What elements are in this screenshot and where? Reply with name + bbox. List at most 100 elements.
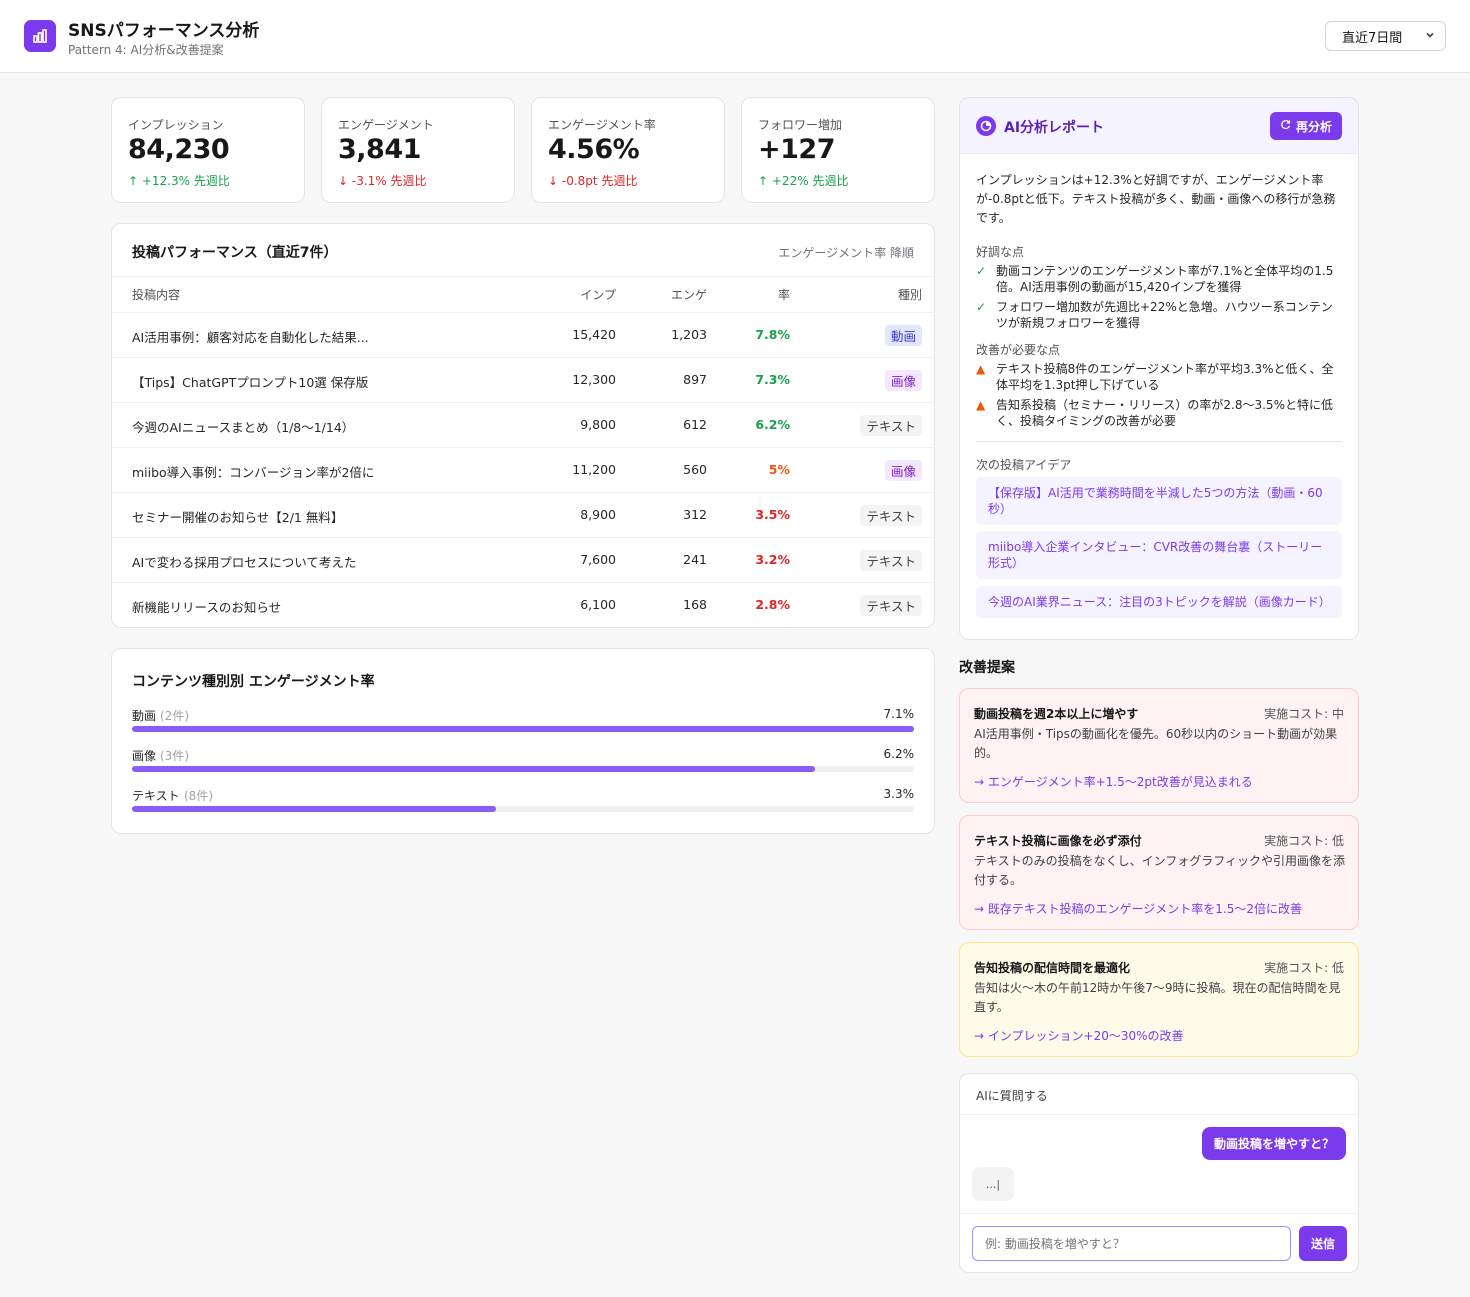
kpi-delta-value: -0.8pt: [561, 174, 598, 188]
post-content: 今週のAIニュースまとめ（1/8〜1/14）: [132, 420, 355, 435]
posts-table-title: 投稿パフォーマンス（直近7件）: [132, 245, 338, 261]
posts-table-card: 投稿パフォーマンス（直近7件） エンゲージメント率 降順 投稿内容 インプ エン…: [111, 223, 935, 628]
type-count: (8件): [184, 789, 213, 803]
ideas-title: 次の投稿アイデア: [976, 458, 1072, 472]
post-impressions: 7,600: [580, 552, 616, 567]
kpi-delta-suffix: 先週比: [390, 174, 427, 188]
arrow-down-icon: ↓: [338, 174, 352, 188]
ai-report-icon: [976, 116, 996, 136]
kpi-value: +127: [758, 134, 835, 165]
bad-point: テキスト投稿8件のエンゲージメント率が平均3.3%と低く、全体平均を1.3pt押…: [996, 362, 1334, 392]
table-row[interactable]: AI活用事例：顧客対応を自動化した結果... 15,420 1,203 7.8% 動画: [112, 312, 934, 357]
refresh-icon: [1280, 119, 1291, 134]
kpi-label: エンゲージメント率: [548, 118, 656, 132]
arrow-down-icon: ↓: [548, 174, 562, 188]
kpi-label: エンゲージメント: [338, 118, 434, 132]
kpi-delta-value: -3.1%: [351, 174, 387, 188]
type-count: (2件): [160, 709, 189, 723]
col-imp: インプ: [580, 288, 616, 302]
suggestion-effect: → エンゲージメント率+1.5〜2pt改善が見込まれる: [974, 775, 1253, 789]
typing-indicator: ...|: [972, 1167, 1014, 1201]
kpi-card: エンゲージメント率 4.56% ↓ -0.8pt 先週比: [531, 97, 725, 203]
rate-bar-track: [132, 806, 914, 812]
post-idea[interactable]: miibo導入企業インタビュー：CVR改善の舞台裏（ストーリー形式）: [976, 531, 1342, 579]
post-idea[interactable]: 今週のAI業界ニュース：注目の3トピックを解説（画像カード）: [976, 586, 1342, 618]
type-name: 動画: [132, 709, 157, 723]
kpi-label: インプレッション: [128, 118, 224, 132]
good-point: 動画コンテンツのエンゲージメント率が7.1%と全体平均の1.5倍。AI活用事例の…: [996, 264, 1334, 294]
chat-input[interactable]: [972, 1226, 1291, 1261]
ai-summary: インプレッションは+12.3%と好調ですが、エンゲージメント率が-0.8ptと低…: [976, 173, 1336, 225]
chevron-down-icon: [1425, 29, 1435, 44]
kpi-delta-suffix: 先週比: [601, 174, 638, 188]
table-row[interactable]: 【Tips】ChatGPTプロンプト10選 保存版 12,300 897 7.3% 画像: [112, 357, 934, 402]
post-content: AIで変わる採用プロセスについて考えた: [132, 555, 357, 570]
post-engagements: 560: [683, 462, 707, 477]
kpi-delta-value: +22%: [771, 174, 809, 188]
col-eng: エンゲ: [670, 288, 707, 302]
post-impressions: 12,300: [572, 372, 616, 387]
suggestion-title: 動画投稿を週2本以上に増やす: [974, 707, 1139, 721]
post-rate: 5%: [768, 462, 790, 477]
content-type-card: コンテンツ種別別 エンゲージメント率 動画 (2件) 7.1% 画像 (3件) 6.2% テ…: [111, 648, 935, 834]
check-icon: ✓: [976, 264, 987, 278]
check-icon: ✓: [976, 300, 987, 314]
table-header: [112, 276, 934, 277]
suggestion-card[interactable]: 告知投稿の配信時間を最適化 実施コスト: 低告知は火〜木の午前12時か午後7〜9時…: [959, 942, 1359, 1057]
divider: [960, 1114, 1358, 1115]
rate-bar-fill: [132, 726, 914, 732]
reanalyze-label: 再分析: [1295, 119, 1332, 134]
kpi-card: フォロワー増加 +127 ↑ +22% 先週比: [741, 97, 935, 203]
arrow-up-icon: ↑: [758, 174, 772, 188]
post-rate: 7.8%: [755, 327, 790, 342]
post-engagements: 1,203: [671, 327, 707, 342]
divider: [976, 441, 1342, 442]
warning-icon: ▲: [976, 398, 986, 412]
table-row[interactable]: 新機能リリースのお知らせ 6,100 168 2.8% テキスト: [112, 582, 934, 627]
sort-label[interactable]: エンゲージメント率 降順: [778, 246, 914, 260]
kpi-value: 84,230: [128, 134, 230, 165]
type-name: 画像: [132, 749, 157, 763]
suggestion-effect: → インプレッション+20〜30%の改善: [974, 1029, 1184, 1043]
suggestion-desc: テキストのみの投稿をなくし、インフォグラフィックや引用画像を添付する。: [974, 854, 1346, 887]
content-type-title: コンテンツ種別別 エンゲージメント率: [132, 674, 375, 690]
post-rate: 6.2%: [755, 417, 790, 432]
suggestion-desc: 告知は火〜木の午前12時か午後7〜9時に投稿。現在の配信時間を見直す。: [974, 981, 1341, 1014]
post-impressions: 8,900: [580, 507, 616, 522]
rate-bar-fill: [132, 806, 496, 812]
kpi-delta: ↑ +12.3% 先週比: [128, 172, 230, 189]
table-row[interactable]: AIで変わる採用プロセスについて考えた 7,600 241 3.2% テキスト: [112, 537, 934, 582]
reanalyze-button[interactable]: 再分析: [1269, 112, 1342, 140]
user-message: 動画投稿を増やすと？: [1201, 1127, 1346, 1160]
table-row[interactable]: セミナー開催のお知らせ【2/1 無料】 8,900 312 3.5% テキスト: [112, 492, 934, 537]
suggestions-title: 改善提案: [959, 660, 1015, 676]
period-select[interactable]: 直近7日間: [1325, 21, 1446, 51]
kpi-delta: ↓ -3.1% 先週比: [338, 172, 427, 189]
post-engagements: 897: [683, 372, 707, 387]
kpi-card: エンゲージメント 3,841 ↓ -3.1% 先週比: [321, 97, 515, 203]
post-impressions: 6,100: [580, 597, 616, 612]
suggestion-card[interactable]: 動画投稿を週2本以上に増やす 実施コスト: 中 AI活用事例・Tipsの動画化を優先…: [959, 688, 1359, 803]
post-type-badge: テキスト: [860, 415, 922, 436]
bad-points-title: 改善が必要な点: [976, 343, 1061, 357]
ai-report-card: AI分析レポート 再分析 インプレッションは+12.3%と好調ですが、エンゲージ…: [959, 97, 1359, 640]
table-row[interactable]: miibo導入事例：コンバージョン率が2倍に 11,200 560 5% 画像: [112, 447, 934, 492]
post-idea[interactable]: 【保存版】AI活用で業務時間を半減した5つの方法（動画・60秒）: [976, 477, 1342, 525]
post-rate: 3.5%: [755, 507, 790, 522]
kpi-label: フォロワー増加: [758, 118, 843, 132]
post-type-badge: 画像: [884, 370, 922, 391]
suggestion-cost: 実施コスト: 中: [1264, 707, 1344, 721]
ai-report-header: AI分析レポート 再分析: [960, 98, 1358, 154]
good-points-title: 好調な点: [976, 245, 1025, 259]
kpi-delta-suffix: 先週比: [812, 174, 849, 188]
table-row[interactable]: 今週のAIニュースまとめ（1/8〜1/14） 9,800 612 6.2% テキスト: [112, 402, 934, 447]
suggestion-card[interactable]: テキスト投稿に画像を必ず添付 実施コスト: 低テキストのみの投稿をなくし、インフォ…: [959, 815, 1359, 930]
chat-card: AIに質問する 動画投稿を増やすと？ ...| 送信: [959, 1073, 1359, 1273]
type-rate: 3.3%: [883, 787, 915, 801]
app-subtitle: Pattern 4: AI分析&改善提案: [68, 43, 224, 57]
send-button[interactable]: 送信: [1299, 1226, 1347, 1261]
kpi-delta: ↓ -0.8pt 先週比: [548, 172, 637, 189]
suggestion-title: テキスト投稿に画像を必ず添付: [974, 834, 1142, 848]
kpi-card: インプレッション 84,230 ↑ +12.3% 先週比: [111, 97, 305, 203]
suggestion-cost: 実施コスト: 低: [1264, 834, 1344, 848]
